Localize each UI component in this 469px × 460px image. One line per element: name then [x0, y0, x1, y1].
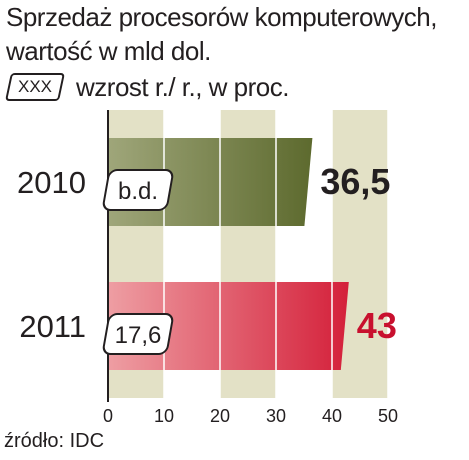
- growth-badge: 17,6: [102, 313, 174, 355]
- legend-label: wzrost r./ r., w proc.: [76, 71, 289, 102]
- growth-label: 17,6: [115, 322, 162, 349]
- source-note: źródło: IDC: [4, 430, 105, 452]
- category-label: 2010: [17, 165, 86, 200]
- x-tick-label: 50: [378, 406, 398, 426]
- growth-badge-box: [102, 313, 174, 355]
- x-tick-label: 40: [322, 406, 342, 426]
- growth-badge-box: [102, 169, 174, 211]
- chart-title-line-2: wartość w mld dol.: [6, 36, 211, 66]
- legend: XXX wzrost r./ r., w proc.: [5, 71, 289, 102]
- value-label: 43: [357, 305, 397, 346]
- growth-label: b.d.: [118, 178, 158, 205]
- chart-title-line-1: Sprzedaż procesorów komputerowych,: [6, 2, 437, 32]
- value-label: 36,5: [320, 161, 390, 202]
- growth-badge: b.d.: [102, 169, 174, 211]
- x-tick-label: 0: [103, 406, 113, 426]
- x-tick-label: 30: [266, 406, 286, 426]
- x-tick-label: 20: [210, 406, 230, 426]
- bar-chart: 0 10 20 30 40 50 2010 b.d. 36,5 2011 17,6 43: [17, 110, 398, 426]
- category-label: 2011: [19, 309, 86, 344]
- x-tick-label: 10: [154, 406, 174, 426]
